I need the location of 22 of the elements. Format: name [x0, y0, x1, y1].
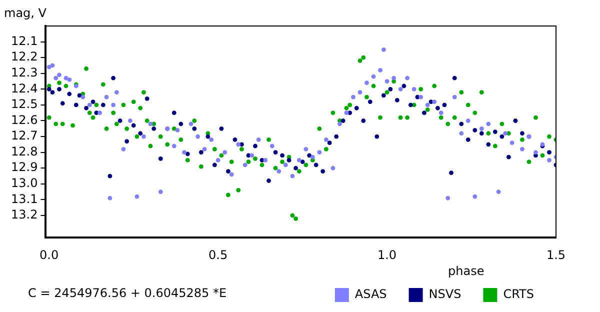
- y-tick-label: 12.9: [11, 160, 38, 174]
- y-tick-label: 12.5: [11, 97, 38, 112]
- y-tick-label: 12.7: [11, 128, 38, 143]
- y-tick-label: 13.1: [11, 192, 38, 206]
- x-tick-label: 0.0: [40, 248, 59, 262]
- legend-label: NSVS: [428, 287, 462, 302]
- y-tick-label: 12.1: [11, 34, 38, 48]
- y-tick-label: 13.2: [11, 208, 38, 222]
- legend-label: ASAS: [354, 287, 387, 302]
- x-tick-label: 1.5: [546, 248, 566, 262]
- y-tick-label: 12.3: [11, 66, 38, 80]
- x-tick-label: 0.5: [208, 248, 228, 262]
- y-axis-title: mag, V: [4, 6, 46, 20]
- y-tick-label: 12.6: [11, 112, 38, 127]
- y-tick-label: 12.4: [11, 81, 38, 96]
- legend-label: CRTS: [503, 287, 534, 302]
- x-axis-title: phase: [448, 264, 484, 278]
- y-tick-label: 12.2: [11, 50, 38, 64]
- y-tick-label: 12.8: [11, 144, 38, 158]
- x-tick-label: 1.0: [377, 248, 397, 262]
- text: C = 2454976.56 + 0.6045285 *E: [28, 286, 227, 300]
- y-tick-label: 13.0: [11, 176, 38, 190]
